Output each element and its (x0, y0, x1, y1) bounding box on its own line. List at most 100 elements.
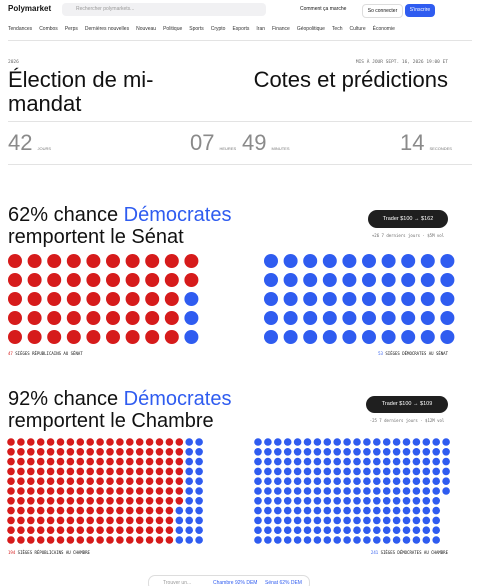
seat-dot (56, 448, 65, 456)
seat-dot (27, 273, 42, 287)
seat-dot (373, 526, 381, 534)
seat-dot (175, 467, 184, 476)
category-tab[interactable]: Perps (64, 26, 78, 32)
seat-dot (293, 448, 302, 456)
category-tab[interactable]: Économie (372, 26, 395, 32)
category-tab[interactable]: Géopolitique (296, 26, 325, 32)
seat-dot (264, 254, 278, 268)
trade-button[interactable]: Trader $100 → $109 (366, 396, 448, 413)
trade-button[interactable]: Trader $100 → $162 (368, 210, 448, 228)
seat-dot (373, 477, 381, 485)
seat-dot (96, 516, 104, 525)
seat-dot (135, 467, 144, 476)
seat-dot (47, 330, 62, 344)
seat-dot (96, 457, 104, 466)
footer-senate[interactable]: Sénat 62% DEM (265, 580, 302, 586)
dem-seats (175, 438, 450, 544)
seat-dot (8, 330, 22, 344)
seat-dot (96, 526, 104, 534)
seat-dot (392, 526, 401, 534)
seat-dot (184, 330, 199, 344)
seat-dot (165, 506, 174, 515)
seat-dot (185, 516, 193, 525)
seat-dot (422, 516, 431, 525)
seat-dot (363, 448, 371, 456)
category-tab[interactable]: Tech (331, 26, 343, 32)
seat-dot (195, 438, 203, 446)
updated: MIS À JOUR SEPT. 16, 2026 19:00 ET (355, 60, 448, 65)
category-tab[interactable]: Culture (349, 26, 366, 32)
seat-dot (420, 311, 435, 325)
seat-dot (7, 457, 15, 466)
seat-dot (165, 516, 174, 525)
seat-dot (412, 516, 421, 525)
seat-dot (303, 457, 312, 466)
category-tab[interactable]: Combos (39, 26, 58, 32)
seat-dot (195, 467, 203, 476)
seat-dot (184, 292, 199, 306)
seat-dot (56, 467, 65, 476)
countdown-item: 14 SECONDES (400, 130, 452, 156)
seat-dot (343, 506, 351, 515)
seat-dot (17, 438, 25, 446)
logo[interactable]: Polymarket (8, 4, 52, 13)
countdown-item: 07 HEURES (190, 130, 236, 156)
seat-dot (264, 467, 272, 476)
seat-dot (36, 497, 45, 505)
seat-dot (392, 506, 401, 515)
rep-legend: 47 SIÈGES RÉPUBLICAINS AU SÉNAT (8, 351, 83, 356)
seat-dot (126, 526, 134, 534)
category-tab[interactable]: Dernières nouvelles (84, 26, 130, 32)
seat-dot (27, 438, 35, 446)
how-link[interactable]: Comment ça marche (300, 6, 347, 12)
seat-dot (362, 292, 376, 306)
seat-dot (86, 506, 94, 515)
search-box[interactable]: Rechercher polymarkets... (62, 3, 266, 16)
seat-dot (264, 526, 272, 534)
seat-dot (373, 536, 381, 544)
seat-dot (323, 438, 332, 446)
seat-dot (323, 497, 332, 505)
category-tab[interactable]: Politique (163, 26, 183, 32)
seat-dot (175, 487, 184, 495)
seat-dot (422, 457, 431, 466)
seat-dot (363, 438, 371, 446)
category-tab[interactable]: Sports (189, 26, 204, 32)
seat-dot (373, 497, 381, 505)
seat-dot (66, 311, 81, 325)
footer-search[interactable]: Trouver un... (163, 580, 192, 586)
category-tab[interactable]: Nouveau (136, 26, 157, 32)
category-tab[interactable]: Tendances (8, 26, 33, 32)
seat-dot (27, 292, 42, 306)
seat-dot (106, 330, 120, 344)
seat-dot (175, 497, 184, 505)
seat-dot (363, 516, 371, 525)
seat-dot (66, 467, 75, 476)
signup-button[interactable]: S'inscrire (405, 4, 435, 17)
footer-house[interactable]: Chambre 92% DEM (213, 580, 258, 586)
category-tab[interactable]: Finance (272, 26, 290, 32)
seat-dot (363, 536, 371, 544)
seat-dot (373, 487, 381, 495)
category-tab[interactable]: Esports (232, 26, 250, 32)
seat-dot (303, 311, 318, 325)
seat-dot (106, 292, 120, 306)
seat-dot (293, 477, 302, 485)
seat-dot (342, 311, 357, 325)
category-tab[interactable]: Crypto (210, 26, 226, 32)
login-button[interactable]: So connecter (362, 4, 403, 18)
seat-dot (116, 438, 124, 446)
seat-dot (422, 477, 431, 485)
seat-dot (96, 497, 104, 505)
seat-dot (402, 497, 411, 505)
category-tab[interactable]: Iran (256, 26, 266, 32)
seat-dot (264, 516, 272, 525)
seat-dot (401, 254, 416, 268)
seat-dot (185, 477, 193, 485)
seat-dot (76, 448, 85, 456)
seat-dot (440, 292, 455, 306)
seat-dot (333, 448, 342, 456)
seat-dot (382, 536, 391, 544)
seat-dot (392, 487, 401, 495)
seat-dot (283, 477, 292, 485)
